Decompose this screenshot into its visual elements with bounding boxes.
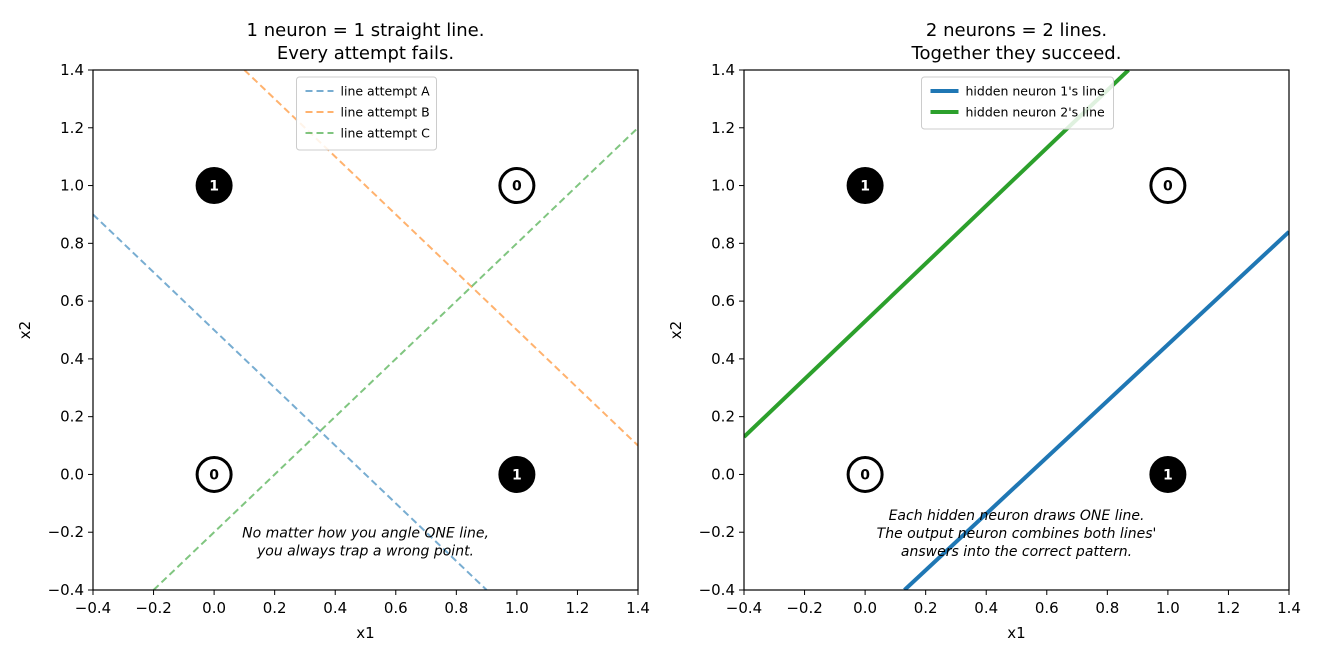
y-tick-label: −0.4	[48, 581, 84, 599]
annotation-line-1: Each hidden neuron draws ONE line.	[889, 508, 1145, 524]
y-tick-label: 1.0	[711, 177, 735, 195]
series-line-1	[93, 213, 488, 590]
legend-label-2: line attempt B	[341, 105, 430, 120]
data-point-3	[195, 455, 233, 493]
data-point-label-2: 0	[1163, 179, 1173, 195]
series-line-3	[152, 127, 638, 590]
x-tick-label: 0.2	[914, 599, 938, 617]
data-point-2	[498, 167, 536, 205]
chart-title-line-1: 2 neurons = 2 lines.	[926, 20, 1107, 41]
x-tick-label: 0.0	[853, 599, 877, 617]
x-tick-label: 0.6	[384, 599, 408, 617]
data-point-3	[846, 455, 884, 493]
y-tick-label: 0.2	[711, 408, 735, 426]
chart-title-line-1: 1 neuron = 1 straight line.	[247, 20, 485, 41]
annotation-line-2: you always trap a wrong point.	[256, 544, 474, 560]
x-tick-label: 0.8	[444, 599, 468, 617]
right-chart-panel: 1 0 0 1 −0.4 −0.2 0.0 0.2 0.4 0.6 0.8 1.0 1.2 1.4 −0.4…	[667, 20, 1301, 642]
data-point-label-1: 1	[860, 179, 870, 195]
data-point-label-3: 0	[860, 467, 870, 483]
annotation-line-3: answers into the correct pattern.	[901, 544, 1132, 560]
plot-frame	[743, 69, 1290, 591]
x-tick-label: 1.4	[626, 599, 650, 617]
x-tick-label: −0.2	[135, 599, 171, 617]
legend: line attempt A line attempt B line attempt…	[296, 76, 437, 151]
data-point-label-4: 1	[512, 467, 522, 483]
plot-frame	[92, 69, 639, 591]
x-tick-label: 0.2	[263, 599, 287, 617]
x-tick-label: −0.4	[726, 599, 762, 617]
data-point-label-3: 0	[209, 467, 219, 483]
y-tick-label: 0.4	[711, 350, 735, 368]
data-point-1	[846, 167, 884, 205]
y-tick-label: 1.4	[60, 61, 84, 79]
y-tick-label: 0.0	[711, 465, 735, 483]
y-tick-label: −0.2	[699, 523, 735, 541]
x-tick-label: 1.0	[505, 599, 529, 617]
x-tick-label: −0.2	[786, 599, 822, 617]
data-point-1	[195, 167, 233, 205]
x-tick-label: 0.0	[202, 599, 226, 617]
x-tick-label: 0.4	[323, 599, 347, 617]
legend-box	[921, 76, 1114, 130]
y-tick-label: 1.0	[60, 177, 84, 195]
series-line-2	[744, 70, 1130, 439]
y-tick-label: 1.4	[711, 61, 735, 79]
y-tick-label: 0.2	[60, 408, 84, 426]
annotation-line-1: No matter how you angle ONE line,	[242, 526, 489, 542]
chart-title-line-2: Together they succeed.	[911, 43, 1122, 64]
legend-label-1: hidden neuron 1's line	[966, 84, 1106, 99]
y-tick-label: 0.0	[60, 465, 84, 483]
data-point-4	[1149, 455, 1187, 493]
y-axis-label: x2	[16, 321, 34, 339]
x-tick-label: 1.0	[1156, 599, 1180, 617]
legend: hidden neuron 1's line hidden neuron 2's …	[921, 76, 1114, 130]
y-tick-label: 0.6	[60, 292, 84, 310]
data-point-label-2: 0	[512, 179, 522, 195]
legend-box	[296, 76, 437, 151]
x-tick-label: 0.4	[974, 599, 998, 617]
y-tick-label: 0.4	[60, 350, 84, 368]
legend-label-2: hidden neuron 2's line	[966, 105, 1106, 120]
x-tick-label: 1.2	[566, 599, 590, 617]
x-axis-label: x1	[356, 624, 374, 642]
y-tick-label: 1.2	[60, 119, 84, 137]
x-tick-label: −0.4	[75, 599, 111, 617]
chart-title-line-2: Every attempt fails.	[277, 43, 454, 64]
y-axis-label: x2	[667, 321, 685, 339]
x-tick-label: 0.6	[1035, 599, 1059, 617]
y-tick-label: 0.6	[711, 292, 735, 310]
annotation-line-2: The output neuron combines both lines'	[877, 526, 1157, 542]
data-point-2	[1149, 167, 1187, 205]
x-tick-label: 1.4	[1277, 599, 1301, 617]
legend-label-1: line attempt A	[341, 84, 431, 99]
data-point-label-1: 1	[209, 179, 219, 195]
data-point-4	[498, 455, 536, 493]
series-line-1	[903, 230, 1289, 590]
x-tick-label: 0.8	[1095, 599, 1119, 617]
y-tick-label: 0.8	[711, 234, 735, 252]
y-tick-label: 1.2	[711, 119, 735, 137]
x-axis-label: x1	[1007, 624, 1025, 642]
legend-label-3: line attempt C	[341, 126, 431, 141]
left-chart-panel: 1 0 0 1 −0.4 −0.2 0.0 0.2 0.4 0.6 0.8 1.0 1.2 1.4 −0.4…	[16, 20, 650, 642]
y-tick-label: −0.4	[699, 581, 735, 599]
data-point-label-4: 1	[1163, 467, 1173, 483]
y-tick-label: 0.8	[60, 234, 84, 252]
y-tick-label: −0.2	[48, 523, 84, 541]
x-tick-label: 1.2	[1217, 599, 1241, 617]
